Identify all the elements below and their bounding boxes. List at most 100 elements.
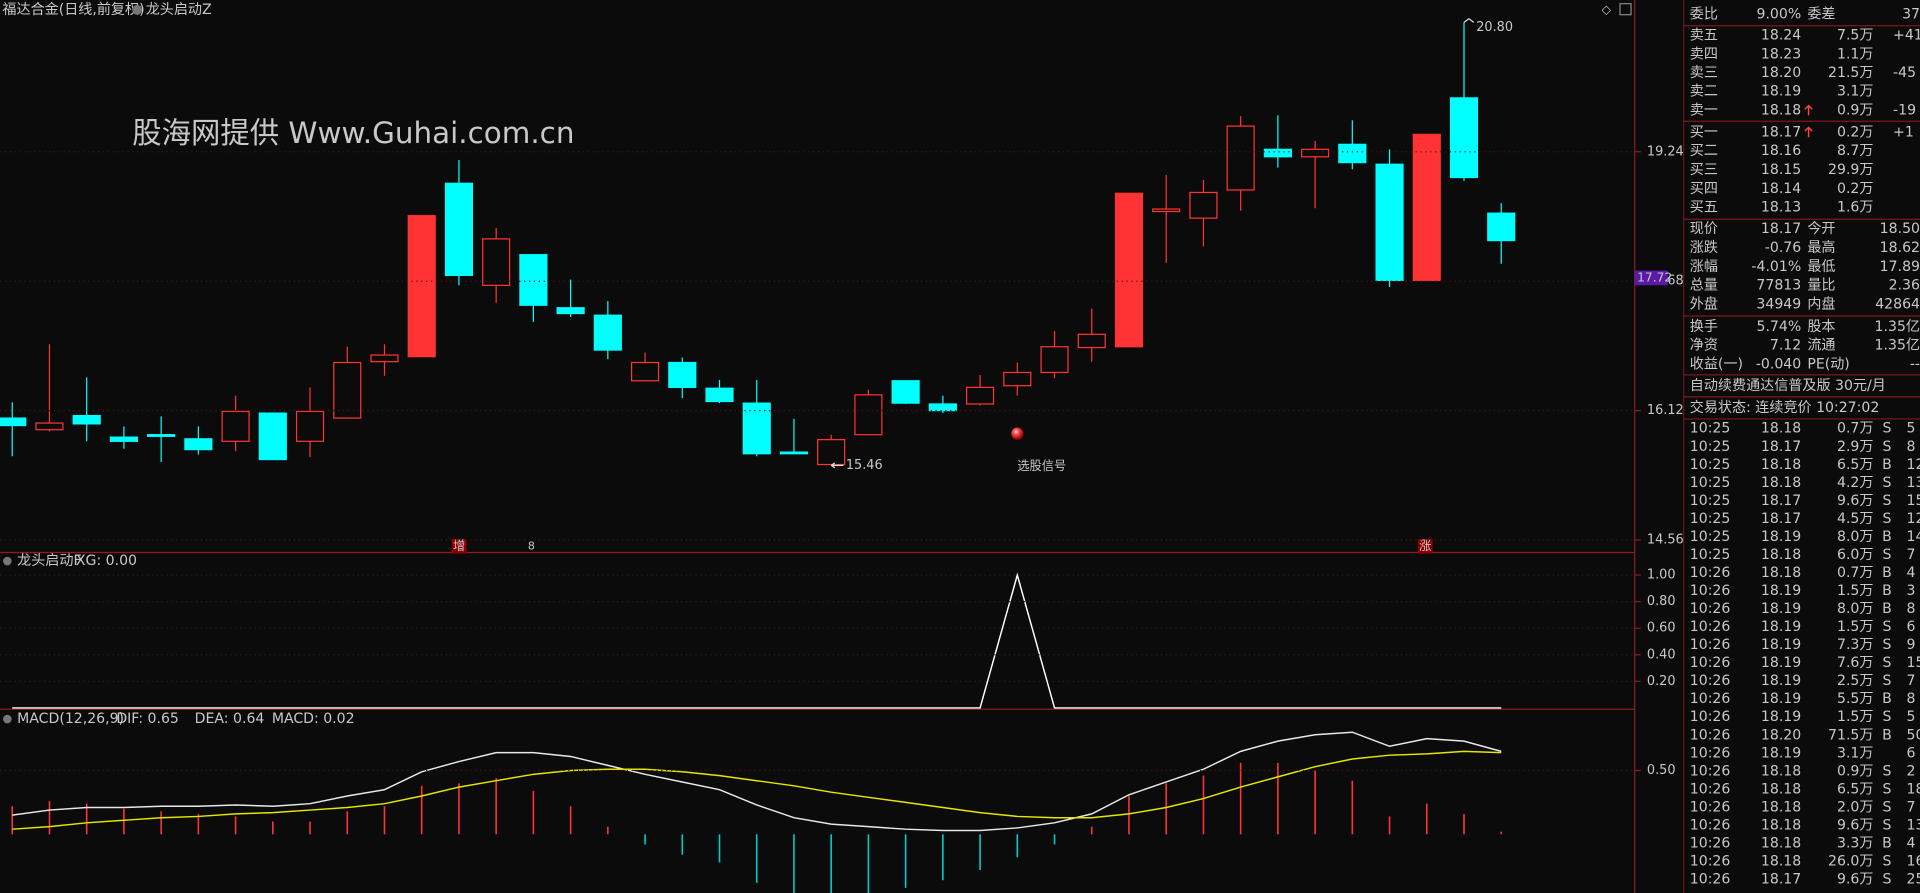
tick-count: 8 [1907,691,1916,707]
high-pointer [1463,17,1475,23]
marker: 涨 [1419,538,1431,553]
stock-title: 福达合金(日线,前复权) [2,1,144,18]
tick-volume: 9.6万 [1837,872,1873,888]
book-volume: 1.1万 [1837,46,1873,62]
tick-price: 18.19 [1761,691,1801,707]
tick-volume: 8.0万 [1837,529,1873,545]
plot-area [0,22,1516,893]
tick-side: S [1882,547,1891,563]
tick-side: S [1882,439,1891,455]
candle-body [1189,191,1218,219]
book-price: 18.23 [1761,46,1801,62]
tick-count: 25 [1907,872,1920,888]
book-label: 买三 [1690,162,1718,178]
tick-count: 13 [1907,475,1920,491]
marker: 8 [528,539,535,552]
tick-price: 18.18 [1761,799,1801,815]
tick-volume: 6.0万 [1837,547,1873,563]
tick-count: 9 [1907,637,1916,653]
tick-price: 18.18 [1761,835,1801,851]
book-volume: 8.7万 [1837,143,1873,159]
tick-price: 18.19 [1761,601,1801,617]
book-label: 买五 [1690,200,1718,216]
tick-side: B [1882,835,1892,851]
tick-side: B [1882,529,1892,545]
signal-icon [1011,427,1024,440]
candle-body [593,314,622,351]
line-series [12,731,1502,832]
stat-value: 77813 [1756,278,1801,294]
tick-price: 18.18 [1761,547,1801,563]
stat-value: 34949 [1756,297,1801,313]
candle-body [109,436,138,442]
tick-time: 10:26 [1690,601,1731,617]
tick-count: 4 [1907,565,1916,581]
y-tick-label: 0.80 [1647,594,1676,609]
tick-volume: 6.5万 [1837,781,1873,797]
tick-time: 10:26 [1690,655,1731,671]
tick-time: 10:25 [1690,421,1731,437]
tick-volume: 2.5万 [1837,673,1873,689]
book-price: 18.24 [1761,28,1801,44]
legend-entry: MACD: 0.02 [272,711,355,727]
tick-time: 10:26 [1690,763,1731,779]
panel-icon [3,556,12,566]
book-label: 卖二 [1690,84,1718,100]
candle-body [928,403,957,412]
candle-body [1077,333,1106,349]
tick-count: 8 [1907,601,1916,617]
y-tick-label: 0.40 [1647,647,1676,662]
tick-side: S [1882,872,1891,888]
marker-box [1417,538,1433,554]
tick-time: 10:25 [1690,493,1731,509]
tick-side: S [1882,799,1891,815]
tick-price: 18.18 [1761,763,1801,779]
stat-value: 17.89 [1880,259,1920,275]
tick-side: S [1882,781,1891,797]
stat-value: 18.17 [1761,221,1801,237]
icon[interactable] [1619,3,1632,16]
marker-box [451,538,467,554]
tick-volume: 1.5万 [1837,619,1873,635]
stat-label: 股本 [1807,319,1835,335]
candle-body [444,182,474,277]
tick-side: S [1882,421,1891,437]
stat-label: 换手 [1690,318,1718,335]
icon[interactable]: ◇ [1602,2,1612,16]
tick-count: 4 [1907,835,1916,851]
tick-side: S [1882,475,1891,491]
book-change: -19 [1893,102,1916,118]
book-change: -45 [1893,65,1916,81]
candle-body [891,380,920,404]
candle-body [1375,163,1404,281]
tick-time: 10:26 [1690,709,1731,725]
y-tick-label: 0.50 [1647,763,1676,778]
tick-side: S [1882,619,1891,635]
watermark: 股海网提供 Www.Guhai.com.cn [132,116,574,150]
tick-volume: 1.5万 [1837,709,1873,725]
tick-volume: 7.6万 [1837,655,1873,671]
tick-side: B [1882,601,1892,617]
tick-price: 18.18 [1761,565,1801,581]
book-price: 18.17 [1761,124,1801,140]
tick-price: 18.20 [1761,727,1801,743]
book-volume: 0.9万 [1837,102,1873,118]
book-change: +1 [1893,124,1914,140]
tick-volume: 5.5万 [1837,691,1873,707]
cursor-price: 17.72 [1637,270,1672,284]
stat-value: 37 [1902,7,1920,23]
stat-value: 1.35亿 [1875,319,1920,335]
legend-entry: DEA: 0.64 [195,711,265,727]
candle-body [817,439,846,466]
book-price: 18.13 [1761,200,1801,216]
line-series [12,750,1502,830]
tick-time: 10:25 [1690,475,1731,491]
y-tick-label: 0.60 [1647,621,1676,636]
candle-body [482,238,511,286]
candle-body [1301,148,1330,158]
tick-time: 10:26 [1690,673,1731,689]
indicator-icon [132,4,143,15]
tick-count: 13 [1907,817,1920,833]
